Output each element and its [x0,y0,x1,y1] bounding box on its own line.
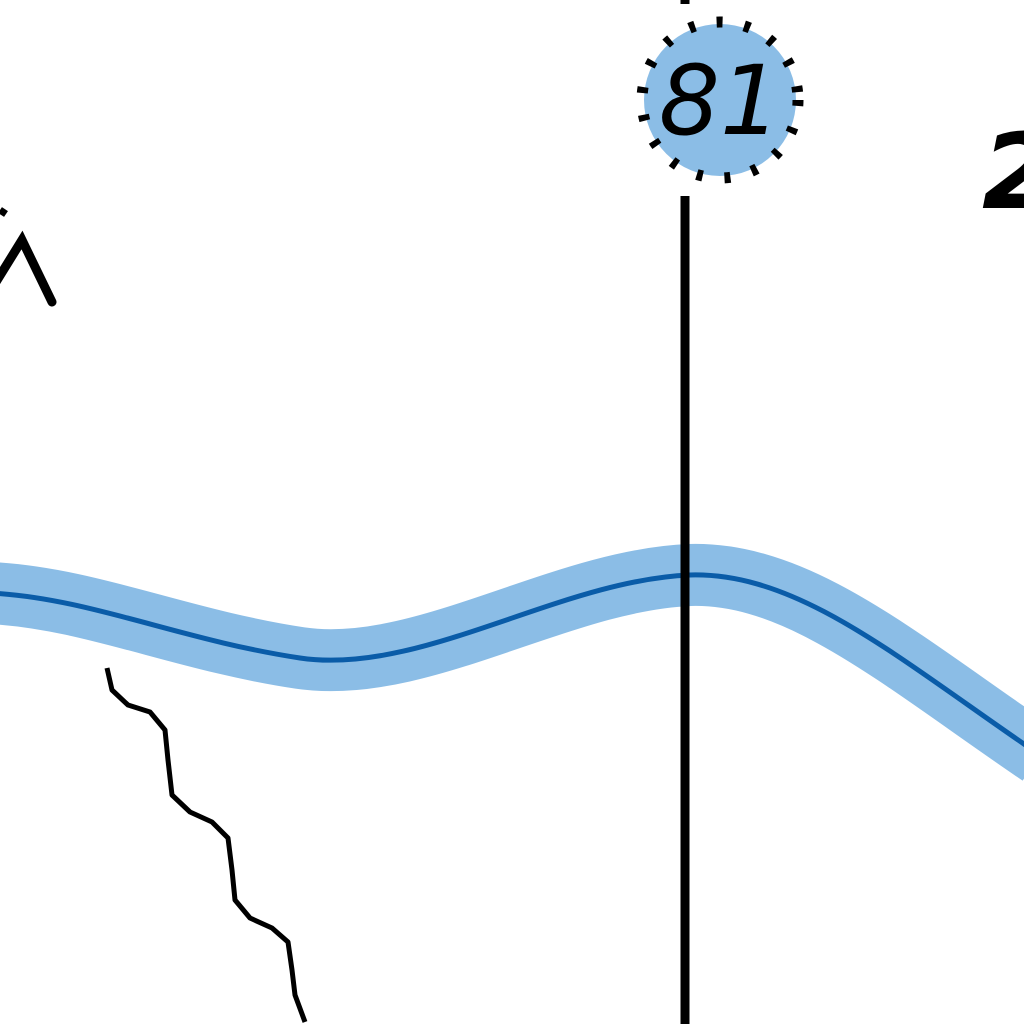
edge-label-left-glyph [0,207,57,307]
edge-label-right: 2 [982,111,1024,233]
route-marker-label: 81 [659,45,781,157]
river-band [0,543,1024,781]
stream-line [104,667,308,1023]
route-marker-background [644,24,796,176]
route-marker-dotted-border [636,16,804,184]
route-marker-81[interactable]: 81 [636,16,804,184]
river-centerline [0,572,1024,748]
